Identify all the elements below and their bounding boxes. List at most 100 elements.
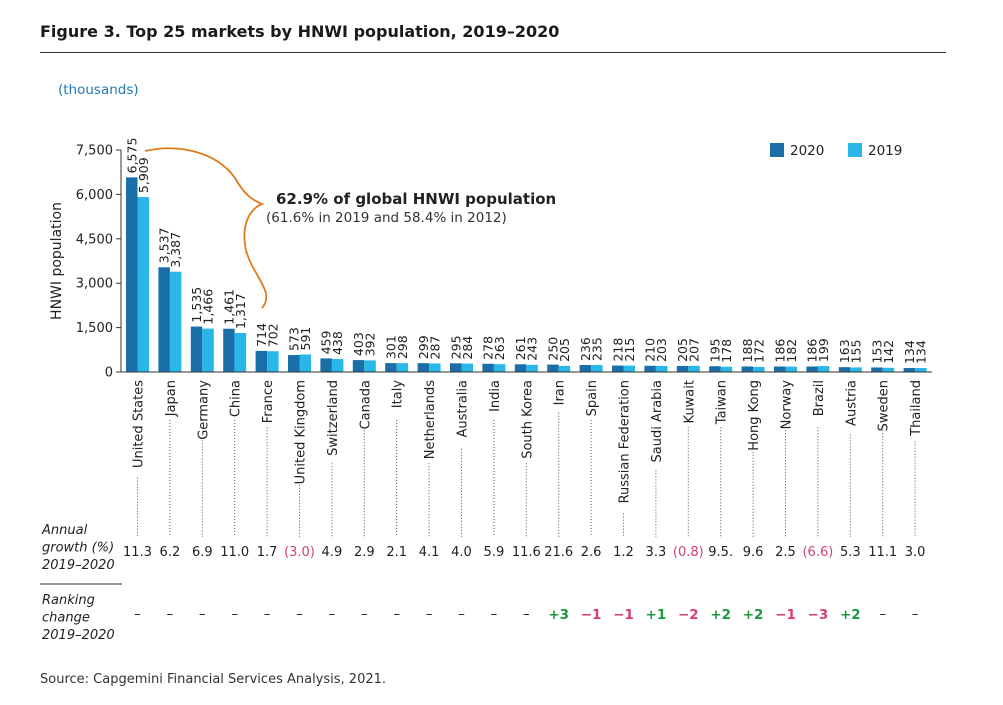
value-label-2020: 188 xyxy=(740,339,755,363)
value-label-2019: 134 xyxy=(913,340,928,364)
value-label-2020: 278 xyxy=(481,336,496,360)
category-label: France xyxy=(261,380,276,423)
value-label-2020: 186 xyxy=(805,339,820,363)
bar-2020 xyxy=(903,368,916,372)
category-label: Norway xyxy=(780,380,795,430)
growth-row-label: 2019–2020 xyxy=(42,558,115,573)
growth-value: 2.5 xyxy=(775,545,796,560)
y-tick-label: 4,500 xyxy=(76,232,113,247)
ranking-change-value: −1 xyxy=(581,607,602,623)
growth-value: 6.2 xyxy=(160,545,181,560)
bar-2020 xyxy=(158,267,170,372)
ranking-change-value: – xyxy=(491,606,498,622)
bar-2020 xyxy=(352,360,365,372)
ranking-change-value: −3 xyxy=(808,607,829,623)
bar-2019 xyxy=(461,363,473,372)
bar-2020 xyxy=(676,365,689,372)
value-label-2020: 403 xyxy=(351,332,366,356)
ranking-change-value: +3 xyxy=(548,607,569,623)
value-label-2019: 438 xyxy=(330,331,345,355)
value-label-2019: 207 xyxy=(687,338,702,362)
value-label-2019: 287 xyxy=(427,336,442,360)
category-label: Canada xyxy=(358,380,373,429)
ranking-change-value: – xyxy=(361,606,368,622)
value-label-2020: 1,535 xyxy=(189,287,204,323)
bar-2020 xyxy=(514,364,527,372)
bar-2019 xyxy=(720,366,733,372)
value-label-2020: 153 xyxy=(869,340,884,364)
ranking-change-value: – xyxy=(199,606,206,622)
growth-value: 1.7 xyxy=(257,545,278,560)
value-label-2020: 236 xyxy=(578,337,593,361)
ranking-change-value: – xyxy=(231,606,238,622)
category-label: United Kingdom xyxy=(294,380,309,484)
category-label: Netherlands xyxy=(423,380,438,459)
bar-2019 xyxy=(526,364,538,372)
value-label-2020: 134 xyxy=(902,340,917,364)
value-label-2020: 299 xyxy=(416,335,431,359)
value-label-2019: 1,317 xyxy=(233,293,248,329)
bar-2020 xyxy=(709,366,721,372)
value-label-2019: 172 xyxy=(751,339,766,363)
growth-value: 4.0 xyxy=(451,545,472,560)
hnwi-bar-chart: 0 1,500 3,000 4,500 6,000 7,500 HNWI populatio… xyxy=(40,138,932,643)
value-label-2019: 182 xyxy=(784,339,799,363)
value-label-2020: 3,537 xyxy=(157,228,172,264)
bar-2020 xyxy=(871,367,883,372)
growth-row-label: Annual xyxy=(41,523,88,538)
bar-2020 xyxy=(741,366,754,372)
annotation-main: 62.9% of global HNWI population xyxy=(276,190,556,208)
bar-2020 xyxy=(385,363,397,372)
category-label: Spain xyxy=(585,380,600,416)
value-label-2019: 203 xyxy=(654,338,669,362)
growth-value: 11.6 xyxy=(512,545,541,560)
value-label-2019: 142 xyxy=(881,340,896,364)
ranking-row-label: change xyxy=(42,611,90,626)
ranking-change-value: – xyxy=(879,606,886,622)
bar-2019 xyxy=(915,368,927,372)
growth-value: 2.1 xyxy=(386,545,407,560)
ranking-change-value: +2 xyxy=(743,607,764,623)
ranking-change-value: – xyxy=(264,606,271,622)
growth-value: 1.2 xyxy=(613,545,634,560)
value-label-2019: 263 xyxy=(492,336,507,360)
value-label-2019: 298 xyxy=(395,335,410,359)
value-label-2020: 301 xyxy=(383,335,398,359)
y-tick-label: 6,000 xyxy=(76,188,113,203)
value-label-2019: 392 xyxy=(363,333,378,357)
bar-2020 xyxy=(612,365,624,372)
ranking-change-value: – xyxy=(458,606,465,622)
value-label-2019: 1,466 xyxy=(201,289,216,325)
ranking-row-label: 2019–2020 xyxy=(42,628,115,643)
bar-2019 xyxy=(429,363,441,372)
category-label: Russian Federation xyxy=(618,380,633,503)
growth-value: (6.6) xyxy=(802,545,833,560)
growth-value: 21.6 xyxy=(544,545,573,560)
value-label-2020: 210 xyxy=(643,338,658,362)
value-label-2019: 178 xyxy=(719,339,734,363)
bar-2019 xyxy=(558,365,571,372)
value-label-2020: 186 xyxy=(772,339,787,363)
category-label: Saudi Arabia xyxy=(650,380,665,463)
ranking-change-value: +2 xyxy=(840,607,861,623)
value-label-2020: 250 xyxy=(545,337,560,361)
bar-2019 xyxy=(591,365,603,372)
bar-2019 xyxy=(688,365,700,372)
value-label-2020: 195 xyxy=(707,338,722,362)
value-label-2019: 205 xyxy=(557,338,572,362)
category-label: Kuwait xyxy=(682,380,697,423)
category-label: South Korea xyxy=(520,380,535,459)
ranking-change-value: −1 xyxy=(775,607,796,623)
value-label-2020: 163 xyxy=(837,339,852,363)
value-label-2019: 155 xyxy=(849,340,864,364)
category-label: Japan xyxy=(164,380,179,417)
bar-2019 xyxy=(137,197,149,372)
growth-value: 2.9 xyxy=(354,545,375,560)
bar-2019 xyxy=(267,351,279,372)
y-tick-label: 1,500 xyxy=(76,321,113,336)
value-label-2020: 459 xyxy=(319,331,334,355)
bar-2020 xyxy=(190,326,203,372)
category-label: Thailand xyxy=(909,380,924,437)
growth-value: 9.6 xyxy=(743,545,764,560)
bar-2020 xyxy=(288,355,300,372)
